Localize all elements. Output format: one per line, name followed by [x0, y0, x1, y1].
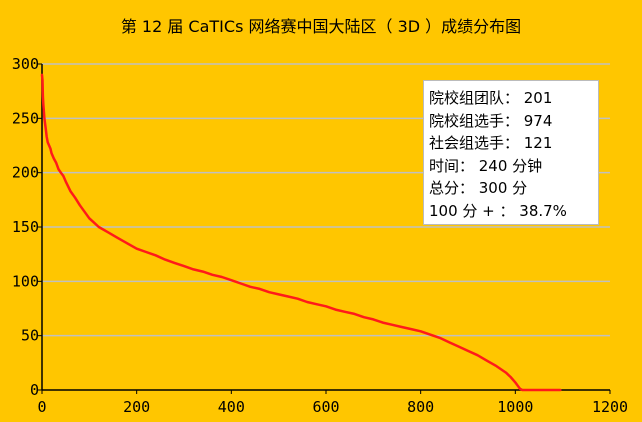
y-tick-label: 50: [21, 327, 39, 345]
tick-labels: 0 50 100 150 200 250 300 0 200 400 600 800 1000 1200: [12, 55, 628, 416]
y-tick-label: 200: [12, 164, 39, 182]
x-tick-label: 600: [312, 398, 339, 416]
info-line-100-plus-rate: 100 分 + ： 38.7%: [429, 201, 567, 220]
y-tick-label: 300: [12, 55, 39, 73]
axes: [38, 63, 611, 394]
score-distribution-line: [40, 73, 562, 392]
info-line-public-players: 社会组选手： 121: [429, 134, 553, 152]
y-tick-label: 250: [12, 109, 39, 127]
info-line-college-players: 院校组选手： 974: [429, 111, 553, 130]
summary-info-box: 院校组团队： 201 院校组选手： 974 社会组选手： 121 时间： 240…: [423, 80, 599, 225]
x-tick-label: 800: [407, 398, 434, 416]
chart-title: 第 12 届 CaTICs 网络赛中国大陆区（ 3D ）成绩分布图: [120, 17, 522, 36]
y-tick-label: 0: [30, 381, 39, 399]
x-tick-label: 400: [218, 398, 245, 416]
series-layer: [40, 73, 562, 392]
x-tick-label: 200: [123, 398, 150, 416]
info-line-duration: 时间： 240 分钟: [429, 156, 543, 175]
y-tick-label: 100: [12, 272, 39, 290]
info-line-total-score: 总分： 300 分: [429, 179, 528, 197]
y-tick-label: 150: [12, 218, 39, 236]
x-tick-label: 1200: [592, 398, 628, 416]
x-tick-label: 0: [37, 398, 46, 416]
x-tick-label: 1000: [497, 398, 533, 416]
info-line-teams: 院校组团队： 201: [429, 89, 553, 107]
